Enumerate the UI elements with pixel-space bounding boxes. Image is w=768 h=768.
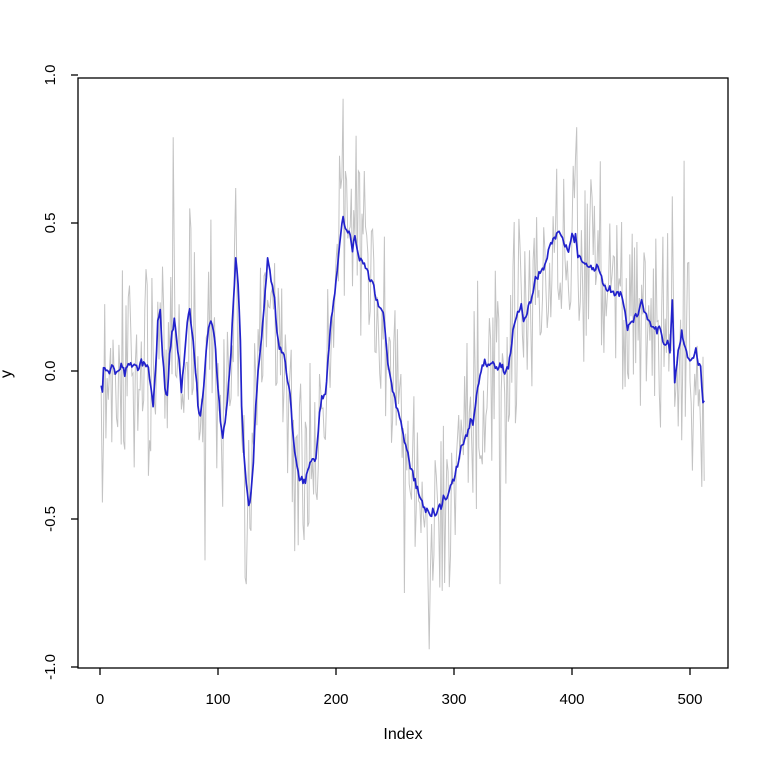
y-tick-label: -1.0 xyxy=(42,654,59,680)
x-tick-label: 500 xyxy=(677,691,702,708)
x-tick-label: 400 xyxy=(559,691,584,708)
plot-box xyxy=(77,77,729,669)
y-tick-label: 1.0 xyxy=(42,65,59,86)
x-tick-label: 200 xyxy=(323,691,348,708)
y-tick-label: -0.5 xyxy=(42,506,59,532)
smoothed-series-line xyxy=(100,215,705,518)
x-tick-label: 300 xyxy=(441,691,466,708)
x-tick-label: 0 xyxy=(96,691,104,708)
raw-series-line xyxy=(100,98,705,650)
y-tick-label: 0.0 xyxy=(42,361,59,382)
y-tick-label: 0.5 xyxy=(42,213,59,234)
x-axis-title: Index xyxy=(383,726,423,743)
y-axis-title: y xyxy=(0,309,16,439)
x-tick-label: 100 xyxy=(205,691,230,708)
